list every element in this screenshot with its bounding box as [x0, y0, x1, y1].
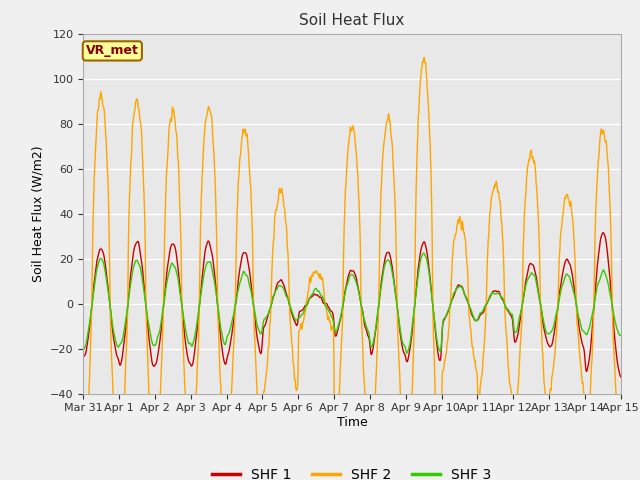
SHF 2: [506, 383, 514, 389]
SHF 1: [79, 354, 87, 360]
SHF 1: [553, 312, 561, 318]
SHF 3: [403, 350, 411, 356]
SHF 2: [79, 462, 87, 468]
Line: SHF 2: SHF 2: [83, 58, 621, 480]
SHF 2: [554, 309, 561, 314]
SHF 2: [617, 441, 625, 447]
X-axis label: Time: Time: [337, 416, 367, 429]
Legend: SHF 1, SHF 2, SHF 3: SHF 1, SHF 2, SHF 3: [207, 462, 497, 480]
SHF 3: [186, 341, 193, 347]
SHF 1: [186, 360, 193, 366]
SHF 3: [79, 347, 87, 352]
SHF 1: [600, 230, 607, 236]
SHF 1: [259, 330, 267, 336]
SHF 2: [186, 453, 193, 459]
SHF 2: [259, 394, 267, 399]
SHF 3: [436, 348, 444, 354]
Text: VR_met: VR_met: [86, 44, 139, 58]
SHF 3: [199, 279, 207, 285]
SHF 1: [435, 357, 443, 362]
SHF 1: [199, 269, 207, 275]
SHF 2: [199, 161, 207, 167]
Line: SHF 3: SHF 3: [83, 253, 621, 353]
SHF 3: [617, 332, 625, 338]
SHF 3: [420, 250, 428, 256]
SHF 1: [506, 311, 513, 316]
Title: Soil Heat Flux: Soil Heat Flux: [300, 13, 404, 28]
Line: SHF 1: SHF 1: [83, 233, 621, 377]
Y-axis label: Soil Heat Flux (W/m2): Soil Heat Flux (W/m2): [31, 145, 44, 282]
SHF 2: [420, 55, 428, 60]
SHF 1: [617, 374, 625, 380]
SHF 3: [259, 322, 267, 327]
SHF 3: [554, 306, 561, 312]
SHF 3: [506, 311, 514, 316]
